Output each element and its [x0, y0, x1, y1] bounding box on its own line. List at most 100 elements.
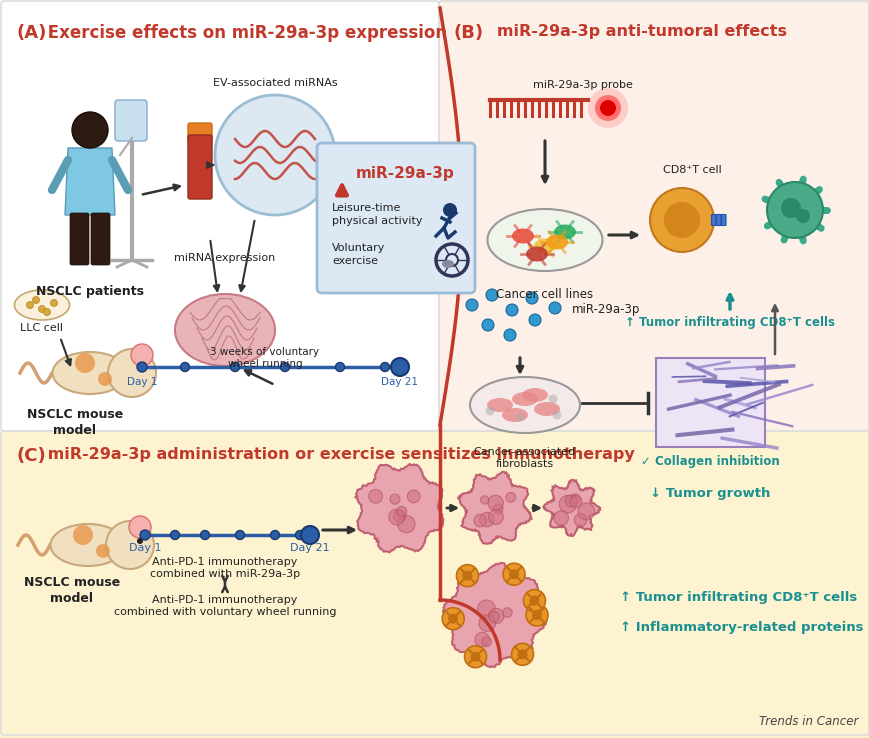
Text: Trends in Cancer: Trends in Cancer [758, 715, 857, 728]
Text: (A): (A) [16, 24, 46, 42]
Polygon shape [441, 0, 869, 430]
Ellipse shape [50, 524, 125, 566]
Circle shape [26, 302, 34, 308]
Circle shape [502, 607, 512, 617]
FancyBboxPatch shape [439, 1, 868, 431]
Circle shape [488, 608, 503, 624]
Circle shape [72, 112, 108, 148]
Polygon shape [0, 430, 869, 738]
Text: physical activity: physical activity [332, 216, 422, 226]
Circle shape [396, 506, 406, 517]
Ellipse shape [526, 246, 547, 261]
Circle shape [577, 503, 594, 520]
Circle shape [393, 510, 405, 522]
Circle shape [547, 395, 557, 404]
Text: fibroblasts: fibroblasts [495, 459, 554, 469]
Circle shape [407, 490, 420, 503]
Circle shape [131, 344, 153, 366]
Circle shape [548, 302, 561, 314]
Text: miRNA expression: miRNA expression [174, 253, 275, 263]
Text: NSCLC mouse
model: NSCLC mouse model [23, 576, 120, 605]
Circle shape [462, 570, 472, 581]
Circle shape [554, 511, 567, 525]
Polygon shape [442, 563, 547, 667]
Circle shape [481, 319, 494, 331]
Circle shape [526, 604, 547, 626]
Circle shape [506, 304, 517, 316]
Circle shape [529, 596, 539, 606]
Circle shape [523, 590, 545, 612]
Circle shape [170, 531, 179, 539]
Text: NSCLC patients: NSCLC patients [36, 285, 144, 298]
Circle shape [488, 611, 499, 622]
FancyBboxPatch shape [711, 215, 715, 226]
Circle shape [50, 300, 57, 306]
Circle shape [380, 362, 389, 371]
Circle shape [780, 198, 800, 218]
Circle shape [795, 209, 809, 223]
Circle shape [552, 410, 561, 419]
Circle shape [531, 610, 541, 620]
Text: Cancer-associated: Cancer-associated [474, 447, 575, 457]
Ellipse shape [469, 377, 580, 433]
Circle shape [442, 203, 456, 217]
Text: Day 1: Day 1 [127, 377, 157, 387]
Text: EV-associated miRNAs: EV-associated miRNAs [212, 78, 337, 88]
Polygon shape [543, 480, 600, 536]
Circle shape [368, 489, 382, 503]
Text: CD8⁺T cell: CD8⁺T cell [662, 165, 720, 175]
FancyBboxPatch shape [716, 215, 720, 226]
Circle shape [479, 512, 494, 527]
Circle shape [663, 202, 700, 238]
Circle shape [136, 538, 143, 544]
Text: ✓ Collagen inhibition: ✓ Collagen inhibition [640, 455, 779, 468]
Circle shape [441, 607, 464, 630]
Circle shape [335, 362, 344, 371]
Circle shape [235, 531, 244, 539]
Circle shape [600, 100, 615, 116]
Text: Cancer cell lines: Cancer cell lines [496, 288, 593, 301]
Circle shape [502, 563, 524, 585]
Polygon shape [355, 464, 443, 552]
Circle shape [295, 531, 304, 539]
Text: Day 21: Day 21 [290, 543, 329, 553]
Text: ↑ Tumor infiltrating CD8⁺T cells: ↑ Tumor infiltrating CD8⁺T cells [624, 316, 834, 329]
FancyBboxPatch shape [70, 213, 89, 265]
Ellipse shape [534, 402, 560, 416]
Circle shape [478, 615, 495, 632]
Ellipse shape [512, 229, 534, 244]
Circle shape [528, 314, 541, 326]
Circle shape [466, 299, 477, 311]
Circle shape [649, 188, 713, 252]
Circle shape [140, 530, 149, 540]
Circle shape [503, 329, 515, 341]
Text: miR-29a-3p: miR-29a-3p [355, 166, 454, 181]
Text: wheel running: wheel running [228, 359, 302, 369]
Ellipse shape [175, 294, 275, 366]
Circle shape [456, 565, 478, 587]
Circle shape [480, 496, 488, 504]
Circle shape [486, 289, 497, 301]
Circle shape [470, 652, 480, 662]
Ellipse shape [512, 392, 537, 406]
Circle shape [108, 349, 156, 397]
Circle shape [574, 514, 587, 526]
Circle shape [96, 544, 109, 558]
Circle shape [270, 531, 279, 539]
Circle shape [73, 525, 93, 545]
Text: miR-29a-3p probe: miR-29a-3p probe [533, 80, 633, 90]
Circle shape [136, 362, 147, 372]
Text: Anti-PD-1 immunotherapy: Anti-PD-1 immunotherapy [152, 557, 297, 567]
Circle shape [43, 308, 50, 316]
Circle shape [215, 95, 335, 215]
Circle shape [200, 531, 209, 539]
FancyBboxPatch shape [316, 143, 474, 293]
Circle shape [594, 95, 620, 121]
Circle shape [106, 521, 154, 569]
Ellipse shape [441, 260, 454, 268]
Circle shape [485, 407, 494, 415]
FancyBboxPatch shape [115, 100, 147, 141]
Text: ↑ Tumor infiltrating CD8⁺T cells: ↑ Tumor infiltrating CD8⁺T cells [620, 591, 856, 604]
Text: LLC cell: LLC cell [21, 323, 63, 333]
Circle shape [388, 509, 404, 525]
